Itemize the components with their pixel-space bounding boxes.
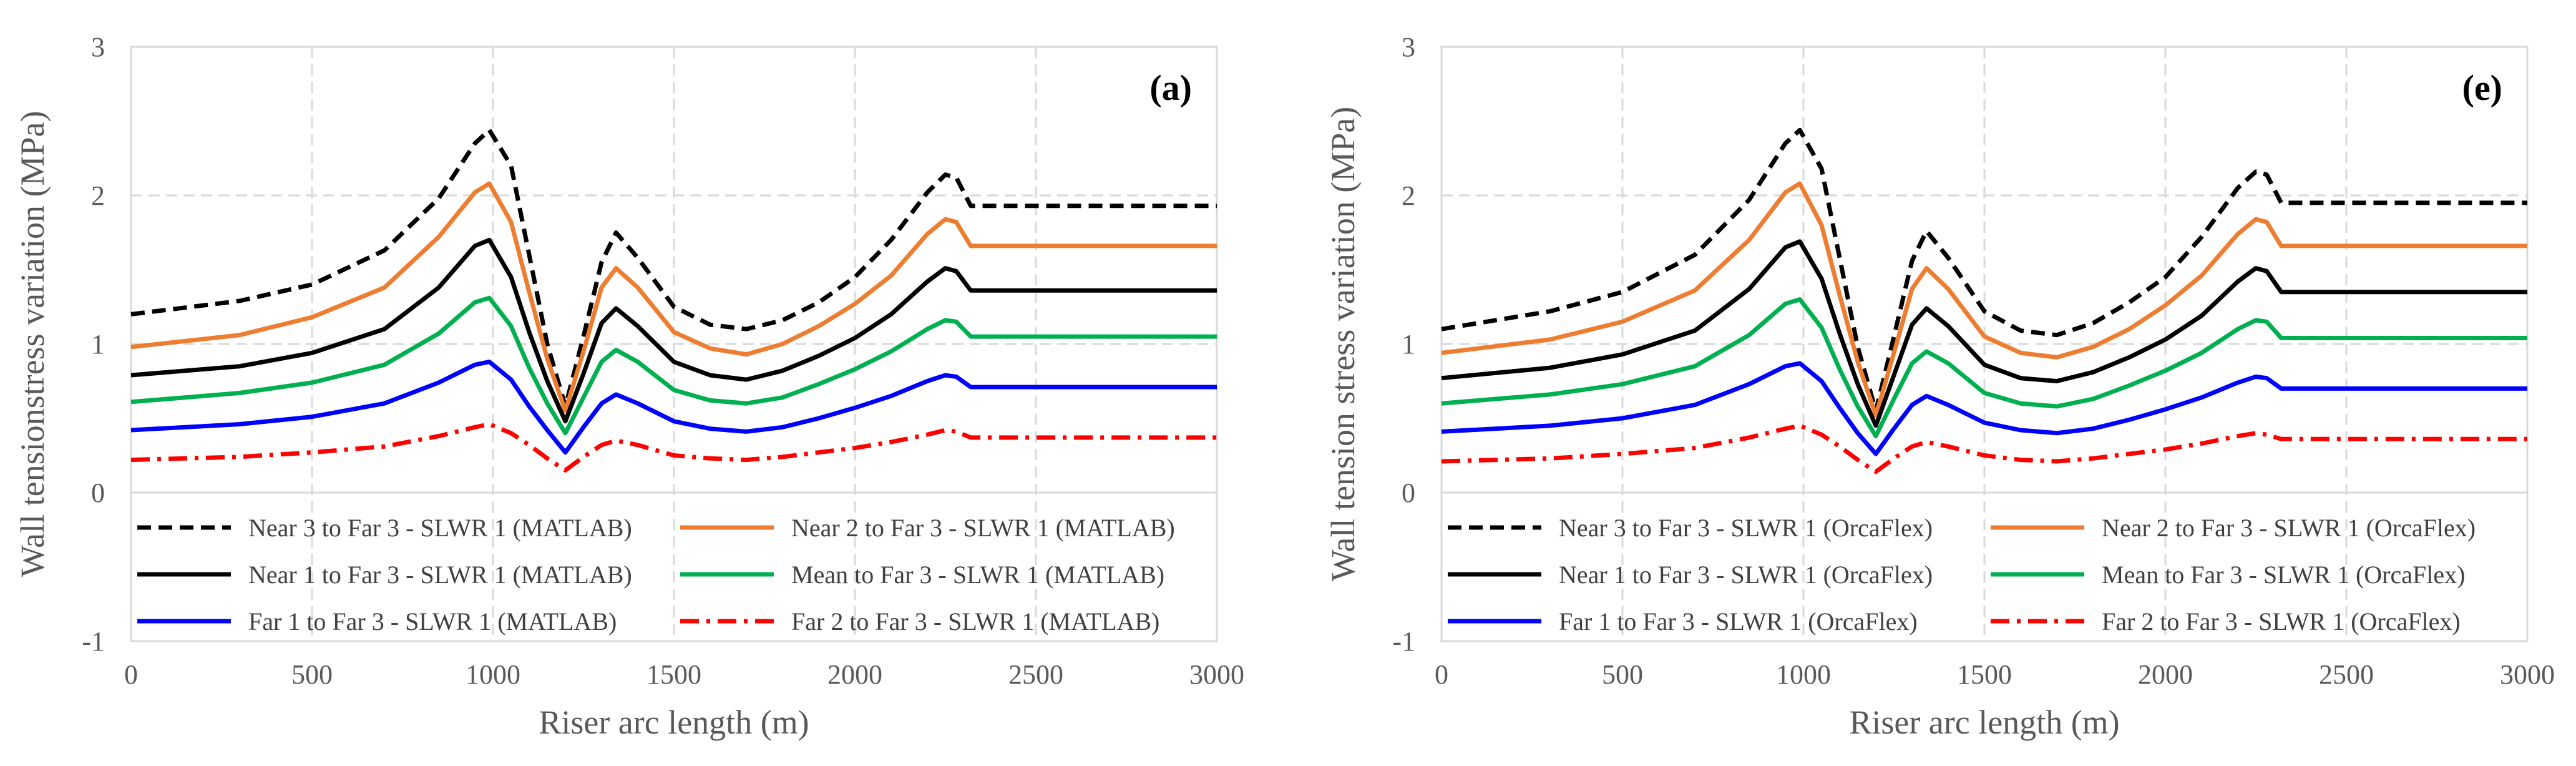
x-tick-label: 500 bbox=[1602, 659, 1643, 690]
series-line bbox=[130, 237, 1217, 424]
y-tick-label: 3 bbox=[91, 32, 105, 62]
x-tick-label: 2000 bbox=[827, 659, 882, 690]
legend-label: Mean to Far 3 - SLWR 1 (MATLAB) bbox=[791, 561, 1164, 589]
x-tick-label: 2500 bbox=[2319, 659, 2374, 690]
x-tick-label: 1000 bbox=[1776, 659, 1831, 690]
x-tick-label: 3000 bbox=[1189, 659, 1244, 690]
series-line bbox=[1441, 127, 2527, 413]
series-line bbox=[130, 422, 1217, 473]
y-tick-label: -1 bbox=[1392, 626, 1415, 657]
y-axis-title: Wall tension stress variation (MPa) bbox=[1324, 107, 1362, 582]
y-tick-label: 0 bbox=[1402, 478, 1415, 508]
series-line bbox=[130, 181, 1217, 413]
y-tick-label: 2 bbox=[1402, 180, 1415, 211]
legend-label: Near 2 to Far 3 - SLWR 1 (OrcaFlex) bbox=[2102, 514, 2476, 542]
x-tick-label: 0 bbox=[124, 659, 138, 690]
x-tick-label: 0 bbox=[1435, 659, 1448, 690]
panel-label: (e) bbox=[2462, 67, 2502, 108]
legend-label: Mean to Far 3 - SLWR 1 (OrcaFlex) bbox=[2102, 561, 2465, 589]
chart-panel-e: 0 500 1000 1500 2000 2500 3000 -1 0 1 2 3 Riser arc … bbox=[1324, 32, 2555, 741]
y-tick-label: -1 bbox=[82, 626, 105, 657]
y-axis-title: Wall tensionstress variation (MPa) bbox=[14, 110, 51, 577]
series-line bbox=[1441, 239, 2527, 428]
legend-label: Near 2 to Far 3 - SLWR 1 (MATLAB) bbox=[791, 514, 1175, 542]
x-tick-label: 1500 bbox=[1957, 659, 2012, 690]
legend-label: Near 1 to Far 3 - SLWR 1 (MATLAB) bbox=[248, 561, 632, 589]
series-line bbox=[1441, 361, 2527, 456]
x-axis-title: Riser arc length (m) bbox=[1849, 704, 2119, 741]
x-tick-label: 3000 bbox=[2500, 659, 2555, 690]
x-axis-title: Riser arc length (m) bbox=[539, 704, 809, 741]
legend-label: Far 2 to Far 3 - SLWR 1 (OrcaFlex) bbox=[2102, 607, 2461, 636]
series-line bbox=[130, 360, 1217, 455]
x-tick-label: 1500 bbox=[646, 659, 701, 690]
series-line bbox=[1441, 181, 2527, 418]
panel-label: (a) bbox=[1149, 67, 1192, 108]
chart-panel-a: 0 500 1000 1500 2000 2500 3000 -1 0 1 2 3 Riser arc … bbox=[14, 32, 1244, 741]
y-tick-label: 1 bbox=[91, 329, 105, 360]
y-tick-label: 2 bbox=[91, 180, 105, 211]
x-tick-label: 500 bbox=[291, 659, 333, 690]
x-tick-label: 2000 bbox=[2138, 659, 2193, 690]
legend-label: Near 1 to Far 3 - SLWR 1 (OrcaFlex) bbox=[1559, 561, 1933, 589]
x-tick-label: 2500 bbox=[1008, 659, 1063, 690]
legend-label: Near 3 to Far 3 - SLWR 1 (MATLAB) bbox=[248, 514, 632, 542]
series-line bbox=[130, 127, 1217, 409]
y-tick-label: 3 bbox=[1402, 32, 1415, 62]
legend-label: Far 2 to Far 3 - SLWR 1 (MATLAB) bbox=[791, 607, 1159, 636]
legend-label: Far 1 to Far 3 - SLWR 1 (OrcaFlex) bbox=[1559, 607, 1918, 636]
legend-label: Far 1 to Far 3 - SLWR 1 (MATLAB) bbox=[248, 607, 617, 636]
x-tick-label: 1000 bbox=[466, 659, 520, 690]
series-line bbox=[130, 295, 1217, 436]
y-tick-label: 1 bbox=[1402, 329, 1415, 360]
series-line bbox=[1441, 297, 2527, 439]
legend-label: Near 3 to Far 3 - SLWR 1 (OrcaFlex) bbox=[1559, 514, 1933, 542]
y-tick-label: 0 bbox=[91, 478, 105, 508]
